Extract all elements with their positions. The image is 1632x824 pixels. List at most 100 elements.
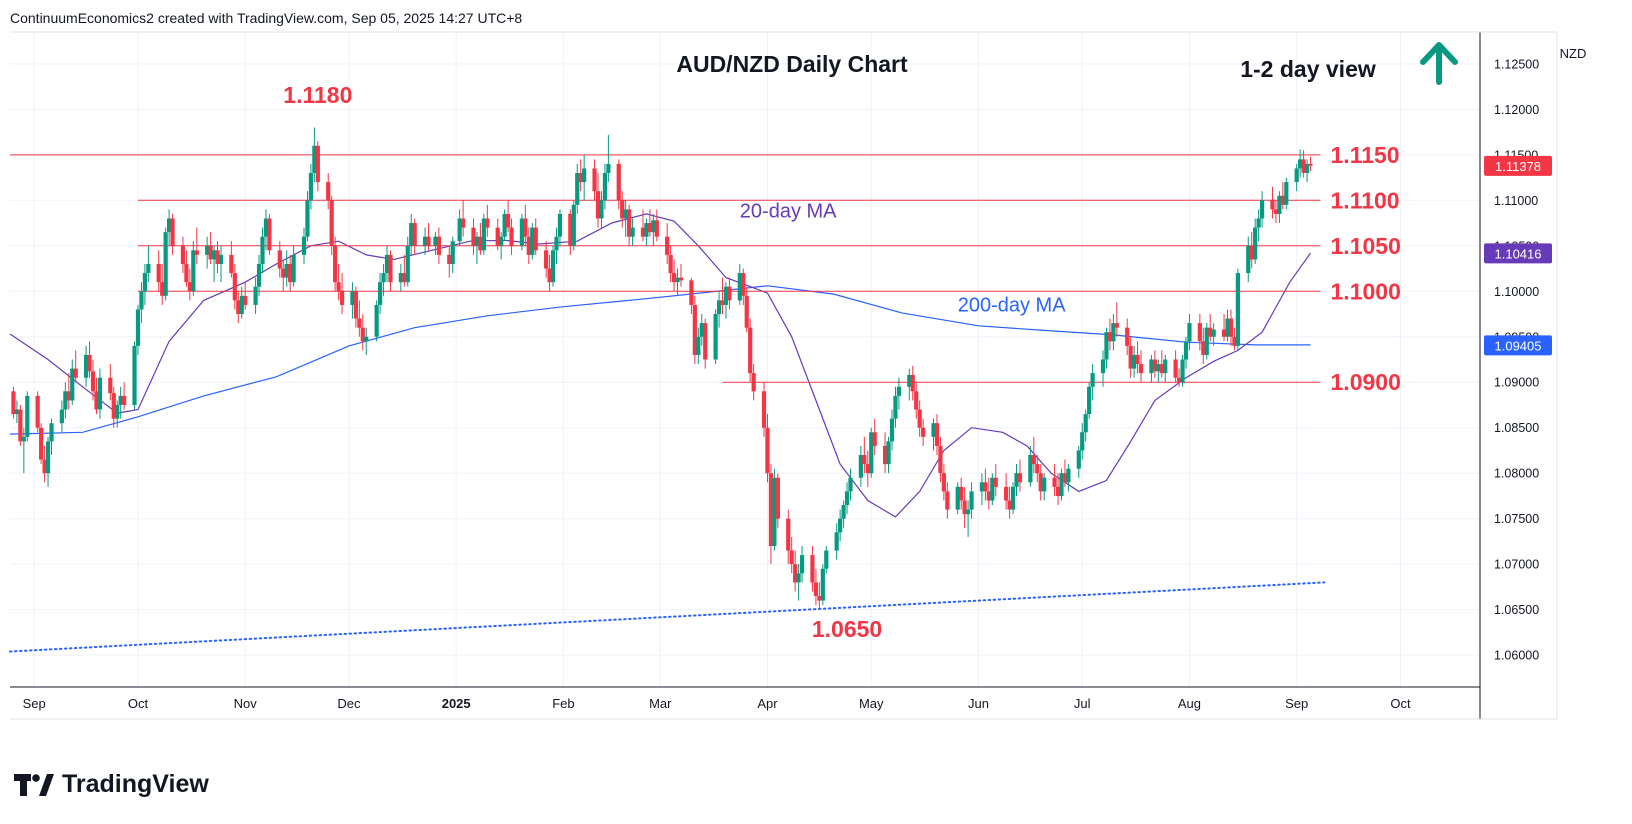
candle-body — [142, 273, 147, 292]
candle-body — [1055, 486, 1061, 496]
candle-body — [1010, 486, 1016, 510]
candle-body — [412, 223, 417, 246]
candle-body — [267, 218, 272, 251]
candle-body — [243, 295, 248, 305]
candle-body — [1270, 200, 1275, 210]
candle-body — [1204, 327, 1209, 355]
x-tick-label: Jun — [968, 696, 989, 711]
candle-body — [799, 555, 805, 574]
candle-body — [893, 395, 898, 419]
x-tick-label: Jul — [1074, 696, 1091, 711]
candle-body — [775, 477, 780, 519]
candle-body — [606, 163, 611, 174]
view-label: 1-2 day view — [1240, 56, 1376, 82]
candle-body — [284, 263, 289, 278]
candle-body — [1111, 323, 1116, 342]
candle-body — [882, 445, 888, 465]
y-tick-label: 1.12000 — [1494, 103, 1539, 117]
candle-body — [748, 327, 753, 374]
candle-body — [575, 173, 580, 205]
candle-body — [955, 486, 960, 510]
candle-body — [63, 391, 68, 410]
level-label: 1.1000 — [1331, 278, 1401, 304]
candle-body — [651, 220, 656, 233]
x-tick-label: Aug — [1178, 696, 1201, 711]
candle-body — [35, 395, 40, 428]
candle-body — [135, 309, 141, 346]
y-tick-label: 1.07000 — [1494, 558, 1539, 572]
chart-credit: ContinuumEconomics2 created with Trading… — [10, 10, 523, 26]
candle-body — [1259, 200, 1265, 219]
candle-body — [1014, 473, 1019, 487]
candle-body — [1104, 332, 1109, 360]
candle-body — [554, 236, 559, 251]
annotations: 1.1180 1.0650 20-day MA 200-day MA — [283, 82, 1066, 642]
candle-body — [1301, 159, 1306, 174]
candle-body — [519, 218, 525, 246]
candle-body — [253, 286, 258, 305]
candle-body — [578, 173, 583, 183]
axes: 1.125001.120001.115001.110001.105001.100… — [10, 31, 1558, 720]
candle-body — [959, 486, 964, 501]
candle-body — [1211, 329, 1216, 337]
candle-body — [405, 245, 410, 283]
x-tick-label: May — [859, 696, 884, 711]
candle-body — [602, 173, 608, 201]
annotation-label: 20-day MA — [740, 201, 837, 223]
candle-body — [236, 300, 241, 315]
candle-body — [108, 377, 113, 394]
price-badge — [1484, 155, 1552, 176]
candle-body — [1187, 323, 1192, 342]
currency-label: NZD — [1560, 46, 1587, 61]
candle-body — [1176, 377, 1182, 383]
candle-body — [1284, 182, 1289, 205]
candle-body — [1100, 359, 1106, 374]
candle-body — [229, 254, 234, 274]
candle-body — [716, 300, 722, 315]
candle-body — [627, 209, 632, 237]
candle-body — [339, 291, 345, 305]
candle-body — [232, 273, 237, 301]
candle-body — [1253, 227, 1258, 260]
candle-body — [1228, 318, 1234, 337]
candle-body — [388, 254, 393, 283]
candle-body — [817, 596, 822, 601]
candle-body — [699, 323, 704, 337]
candle-body — [1007, 500, 1012, 510]
annotation-label: 200-day MA — [958, 294, 1066, 316]
candle-body — [474, 236, 480, 246]
candle-body — [1308, 163, 1313, 166]
candle-body — [623, 209, 628, 219]
candle-body — [1090, 373, 1095, 387]
candle-body — [111, 393, 116, 419]
candle-body — [208, 245, 213, 260]
candle-body — [1163, 359, 1168, 374]
candle-body — [281, 268, 286, 278]
candle-body — [187, 282, 192, 292]
candle-body — [786, 518, 791, 551]
y-tick-label: 1.12500 — [1494, 57, 1539, 71]
candle-body — [813, 582, 819, 597]
candle-body — [869, 432, 874, 474]
tradingview-logo[interactable]: TradingView — [14, 770, 209, 799]
ma200-line — [9, 285, 1311, 435]
candle-body — [1149, 359, 1154, 374]
candle-body — [938, 445, 943, 474]
candle-body — [557, 213, 563, 237]
candle-body — [1038, 473, 1043, 492]
candle-body — [523, 218, 528, 237]
candle-body — [793, 564, 798, 583]
candle-body — [436, 236, 441, 255]
candle-body — [1028, 455, 1033, 483]
trendline — [9, 581, 1326, 653]
up-arrow-icon — [1420, 42, 1458, 85]
candle-body — [945, 491, 950, 510]
candle-body — [1135, 354, 1140, 365]
price-badge-label: 1.09405 — [1495, 338, 1542, 353]
price-badge-label: 1.11378 — [1495, 159, 1541, 174]
candle-body — [1128, 345, 1133, 369]
candle-body — [858, 455, 863, 478]
candle-body — [422, 236, 428, 246]
candle-body — [550, 250, 556, 283]
